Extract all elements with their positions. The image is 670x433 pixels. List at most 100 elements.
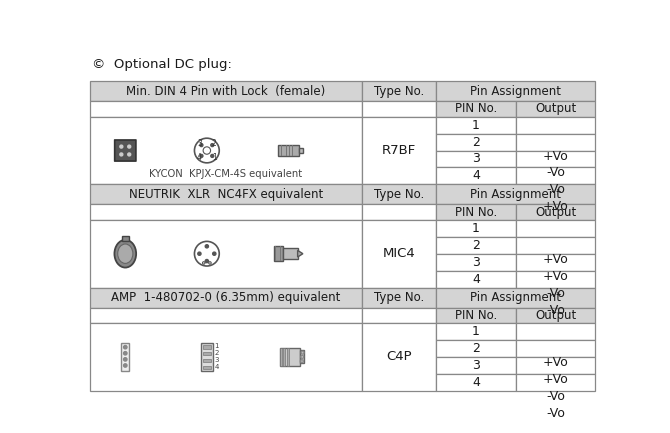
Bar (436, 133, 516, 151)
Bar (287, 348, 289, 365)
Circle shape (205, 259, 208, 263)
Circle shape (128, 153, 131, 156)
Bar (516, 168, 595, 184)
Text: 3: 3 (472, 359, 480, 372)
Bar (274, 246, 283, 261)
Circle shape (123, 346, 127, 349)
Text: KYCON  KPJX-CM-4S equivalent: KYCON KPJX-CM-4S equivalent (149, 168, 302, 179)
Circle shape (123, 358, 127, 361)
Bar (280, 348, 282, 365)
Text: C4P: C4P (386, 350, 412, 363)
Bar (283, 348, 285, 365)
Bar (362, 116, 436, 184)
Text: 1: 1 (214, 343, 219, 349)
Text: PIN No.: PIN No. (455, 103, 497, 116)
Bar (362, 101, 436, 116)
Bar (436, 307, 516, 323)
Circle shape (200, 144, 203, 147)
Bar (516, 374, 595, 391)
Bar (362, 307, 436, 323)
Text: AMP  1-480702-0 (6.35mm) equivalent: AMP 1-480702-0 (6.35mm) equivalent (111, 291, 340, 304)
Bar (516, 204, 595, 220)
Circle shape (212, 252, 216, 255)
Text: -Vo: -Vo (546, 304, 565, 317)
Bar (202, 352, 211, 355)
Bar (436, 220, 516, 237)
Bar (436, 151, 516, 168)
Circle shape (205, 245, 208, 248)
Text: PIN No.: PIN No. (455, 309, 497, 322)
Bar (516, 133, 595, 151)
Bar (289, 145, 290, 156)
Bar (362, 323, 436, 391)
Bar (292, 145, 293, 156)
Text: Type No.: Type No. (374, 188, 424, 201)
Text: PIN No.: PIN No. (455, 206, 497, 219)
Text: Min. DIN 4 Pin with Lock  (female): Min. DIN 4 Pin with Lock (female) (126, 85, 326, 98)
Bar (362, 184, 436, 204)
Bar (202, 359, 211, 362)
Bar (362, 220, 436, 288)
Text: -Vo: -Vo (546, 407, 565, 420)
Bar (90, 220, 362, 288)
Bar (362, 81, 436, 101)
Bar (436, 254, 516, 271)
Bar (121, 343, 129, 371)
Text: 4: 4 (472, 273, 480, 286)
Circle shape (123, 364, 127, 367)
Text: 1: 1 (472, 119, 480, 132)
Text: Pin Assignment: Pin Assignment (470, 291, 561, 304)
Circle shape (211, 155, 214, 158)
Circle shape (198, 252, 201, 255)
Text: R7BF: R7BF (382, 144, 416, 157)
Text: MIC4: MIC4 (383, 247, 415, 260)
Bar (200, 343, 213, 371)
Bar (436, 237, 516, 254)
Bar (90, 101, 362, 116)
Circle shape (123, 352, 127, 355)
Bar (90, 81, 362, 101)
Text: 3: 3 (472, 152, 480, 165)
Text: 1: 1 (472, 222, 480, 235)
Text: -Vo: -Vo (546, 184, 565, 197)
Circle shape (211, 144, 214, 147)
Bar (516, 271, 595, 288)
Text: 2: 2 (212, 139, 216, 148)
Text: 1: 1 (472, 325, 480, 338)
Circle shape (120, 145, 123, 148)
Ellipse shape (115, 240, 136, 268)
Text: +Vo: +Vo (543, 149, 568, 162)
Ellipse shape (118, 244, 133, 263)
Bar (202, 345, 211, 349)
Text: Output: Output (535, 309, 576, 322)
Bar (516, 101, 595, 116)
Text: +Vo: +Vo (543, 356, 568, 369)
Bar (362, 288, 436, 307)
Bar (436, 374, 516, 391)
Text: 2: 2 (472, 239, 480, 252)
Bar (516, 254, 595, 271)
Text: -Vo: -Vo (546, 390, 565, 403)
Bar (516, 323, 595, 340)
Bar (436, 116, 516, 133)
Text: 4: 4 (214, 364, 218, 370)
Polygon shape (297, 250, 303, 257)
Bar (280, 348, 299, 365)
Text: +Vo: +Vo (543, 253, 568, 266)
Circle shape (128, 145, 131, 148)
Text: Output: Output (535, 206, 576, 219)
Text: 3: 3 (472, 255, 480, 268)
Text: Type No.: Type No. (374, 85, 424, 98)
Text: Output: Output (535, 103, 576, 116)
Text: +Vo: +Vo (543, 200, 568, 213)
Bar (436, 323, 516, 340)
Text: NEUTRIK  XLR  NC4FX equivalent: NEUTRIK XLR NC4FX equivalent (129, 188, 323, 201)
Text: 2: 2 (472, 136, 480, 149)
Bar (436, 204, 516, 220)
Bar (436, 184, 595, 204)
Circle shape (120, 153, 123, 156)
Bar (436, 81, 595, 101)
Bar (122, 236, 129, 241)
Bar (516, 116, 595, 133)
Bar (90, 307, 362, 323)
